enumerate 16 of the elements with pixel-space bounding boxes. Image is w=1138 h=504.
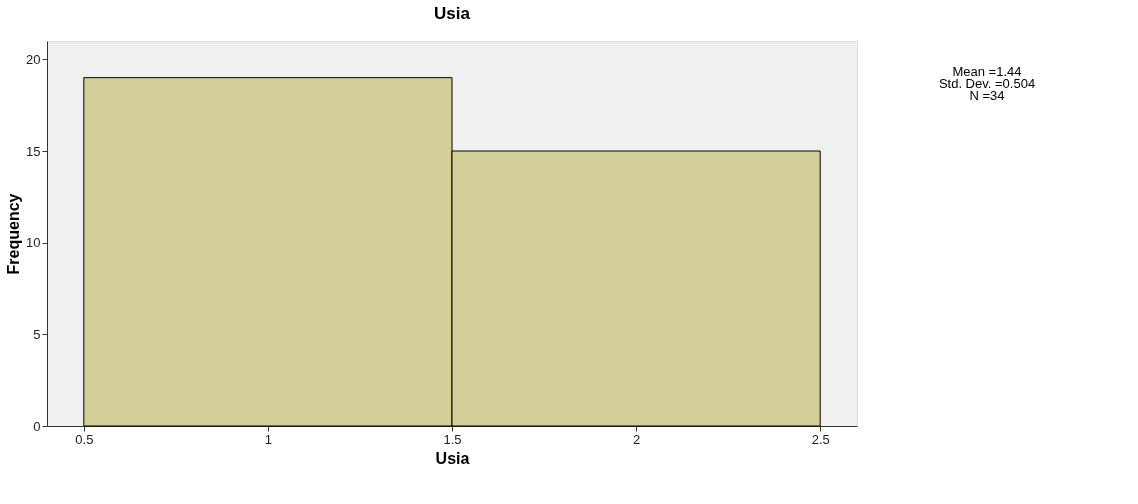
y-tick-label: 15 xyxy=(26,143,41,159)
y-tick-label: 10 xyxy=(26,235,41,251)
y-axis-title: Frequency xyxy=(5,193,23,275)
y-tick-label: 5 xyxy=(33,326,41,342)
x-tick-label: 2.5 xyxy=(811,431,830,447)
chart-title: Usia xyxy=(434,4,471,23)
text: Std. Dev. =0.504 xyxy=(938,76,1036,91)
x-tick-label: 0.5 xyxy=(75,431,94,447)
y-tick-label: 20 xyxy=(26,51,41,67)
x-axis-title: Usia xyxy=(435,449,470,467)
x-tick-label: 2 xyxy=(632,431,641,447)
y-tick-label: 0 xyxy=(33,418,41,434)
text: Mean =1.44 xyxy=(952,64,1022,79)
text: N =34 xyxy=(969,88,1005,103)
x-tick-label: 1.5 xyxy=(443,431,462,447)
x-tick-label: 1 xyxy=(264,431,273,447)
